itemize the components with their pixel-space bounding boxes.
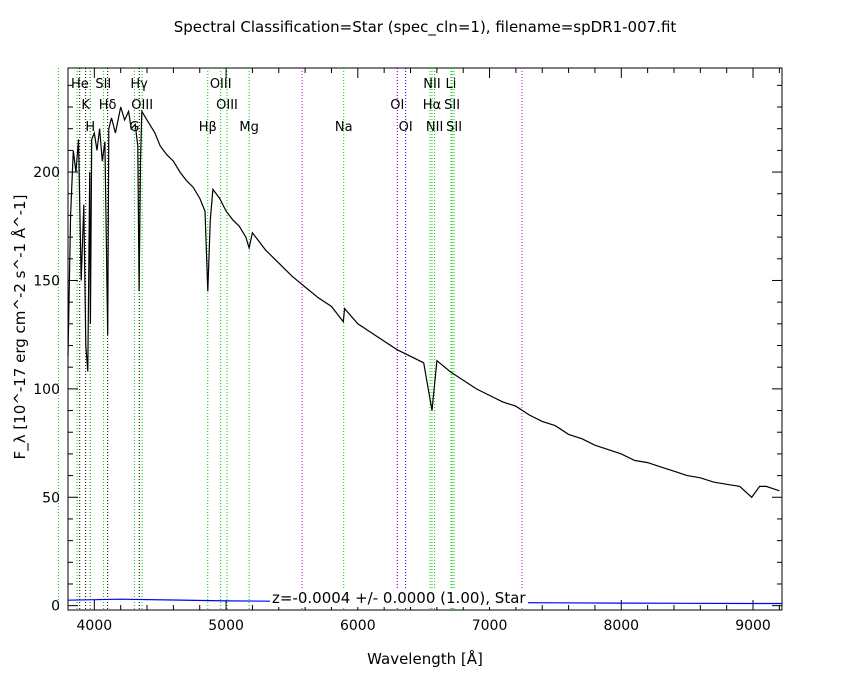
spectral-line-label: K	[81, 98, 90, 113]
x-tick-label: 8000	[603, 618, 639, 634]
spectral-line-label: G	[129, 120, 139, 135]
y-tick-label: 100	[33, 382, 60, 398]
spectral-line-label: Hδ	[99, 98, 117, 113]
x-tick-label: 7000	[472, 618, 508, 634]
x-axis-label: Wavelength [Å]	[367, 650, 483, 668]
spectral-line-label: Li	[446, 77, 457, 92]
spectral-line-label: NII	[426, 120, 443, 135]
spectral-line-label: Hβ	[199, 120, 217, 135]
x-tick-label: 4000	[77, 618, 113, 634]
y-tick-label: 0	[51, 599, 60, 615]
spectral-line-label: Hα	[423, 98, 441, 113]
spectral-line-label: He	[71, 77, 89, 92]
spectral-line-label: OIII	[216, 98, 238, 113]
y-tick-label: 150	[33, 273, 60, 289]
redshift-annotation: z=-0.0004 +/- 0.0000 (1.00), Star	[270, 589, 528, 607]
spectral-line-label: Mg	[239, 120, 258, 135]
flux-series-line	[67, 106, 780, 499]
spectral-line-label: NII	[423, 77, 440, 92]
chart-title: Spectral Classification=Star (spec_cln=1…	[173, 18, 677, 36]
spectral-line-label: OI	[399, 120, 413, 135]
plot-frame	[67, 67, 783, 611]
y-axis-label: F_λ [10^-17 erg cm^-2 s^-1 Å^-1]	[11, 194, 29, 460]
spectral-line-label: OI	[390, 98, 404, 113]
x-tick-label: 5000	[208, 618, 244, 634]
spectral-line-label: OIII	[131, 98, 153, 113]
x-tick-label: 6000	[340, 618, 376, 634]
spectral-line-label: SII	[444, 98, 460, 113]
spectral-line-label: Na	[335, 120, 353, 135]
spectral-line-label: SII	[95, 77, 111, 92]
y-tick-label: 200	[33, 165, 60, 181]
spectral-line-label: OIII	[210, 77, 232, 92]
y-tick-label: 50	[42, 490, 60, 506]
x-tick-label: 9000	[735, 618, 771, 634]
spectral-line-label: Hγ	[130, 77, 148, 92]
spectral-line-label: H	[85, 120, 95, 135]
spectral-line-label: SII	[446, 120, 462, 135]
